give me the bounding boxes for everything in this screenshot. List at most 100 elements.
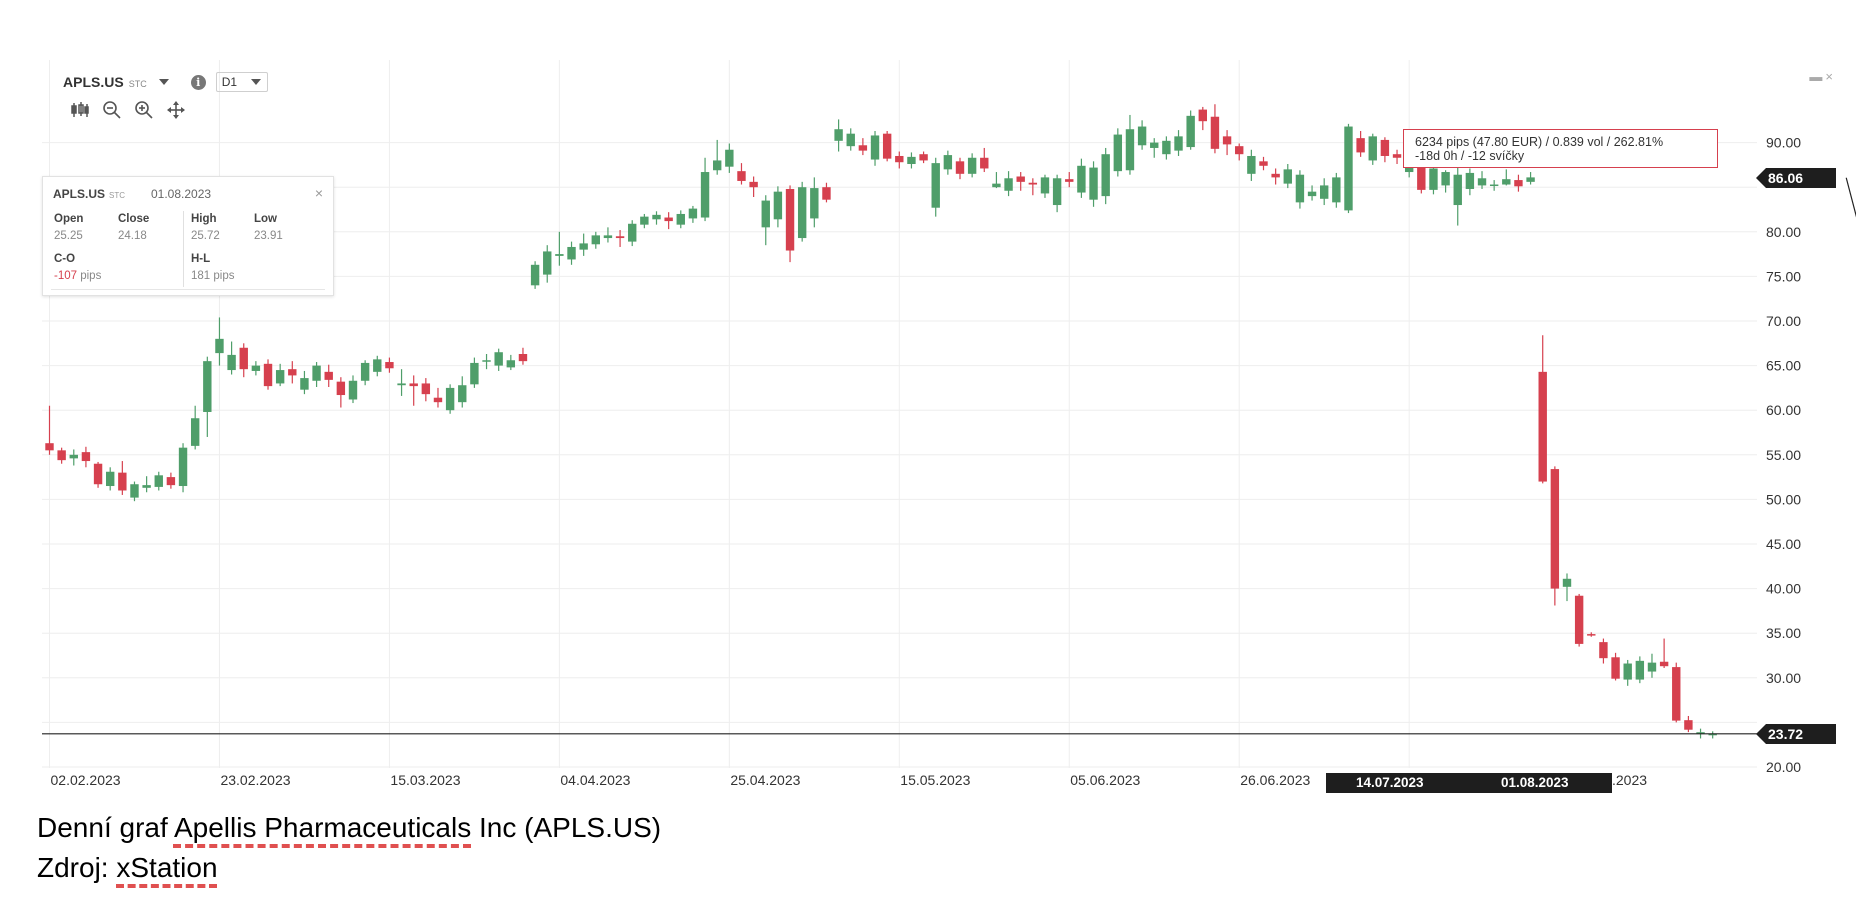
move-crosshair-icon[interactable] xyxy=(166,100,186,120)
y-tick-label: 60.00 xyxy=(1766,402,1801,418)
candle-up xyxy=(1174,136,1183,151)
candle-down xyxy=(421,383,431,395)
candle-up xyxy=(445,387,455,411)
y-axis: 20.00 30.00 35.00 40.00 45.00 50.00 55.00 60.00… xyxy=(1766,135,1801,775)
candle-up xyxy=(1113,134,1123,172)
measure-line xyxy=(1845,177,1856,218)
y-tick-label: 40.00 xyxy=(1766,581,1801,597)
candle-down xyxy=(1356,138,1365,153)
candle-up xyxy=(870,135,880,160)
zoom-in-icon[interactable] xyxy=(134,100,154,120)
candle-up xyxy=(1368,136,1377,161)
timeframe-select[interactable]: D1 xyxy=(215,72,269,92)
candle-up xyxy=(506,360,516,368)
candle-up xyxy=(1502,179,1511,185)
candle-down xyxy=(664,217,673,222)
candle-down xyxy=(118,472,127,491)
candle-down xyxy=(955,161,965,174)
x-axis: 02.02.2023 23.02.2023 15.03.2023 04.04.2023… xyxy=(51,772,1648,788)
y-tick-label: 45.00 xyxy=(1766,536,1801,552)
x-tick-label: 23.02.2023 xyxy=(220,772,290,788)
candle-down xyxy=(1550,469,1560,589)
symbol-dropdown-icon[interactable] xyxy=(158,79,169,85)
candle-down xyxy=(1210,116,1220,149)
candle-up xyxy=(458,385,467,403)
candle-up xyxy=(1647,662,1657,672)
candle-up xyxy=(1247,155,1256,174)
candle-up xyxy=(943,155,953,170)
hl-label: H-L xyxy=(191,253,211,265)
candle-up xyxy=(190,418,200,446)
candle-up xyxy=(130,484,139,498)
date-start-label: 14.07.2023 xyxy=(1356,775,1424,790)
candle-up xyxy=(203,361,212,412)
candle-up xyxy=(810,188,819,219)
candle-up xyxy=(555,254,564,256)
candle-down xyxy=(239,347,248,370)
chart-tools xyxy=(70,100,186,120)
candle-up xyxy=(154,475,163,487)
candle-down xyxy=(1672,667,1681,721)
candle-down xyxy=(385,362,394,369)
y-tick-label: 20.00 xyxy=(1766,759,1801,775)
candle-up xyxy=(69,454,78,459)
low-label: Low xyxy=(254,213,277,225)
candle-down xyxy=(1392,154,1402,158)
candle-down xyxy=(1599,642,1608,659)
candle-down xyxy=(1380,139,1390,156)
candle-up xyxy=(106,471,115,487)
y-tick-label: 55.00 xyxy=(1766,447,1801,463)
date-range-badge: 14.07.2023 01.08.2023 xyxy=(1326,773,1612,793)
y-tick-label: 70.00 xyxy=(1766,313,1801,329)
candle-up xyxy=(1696,732,1705,734)
candle-up xyxy=(603,235,613,239)
candle-up xyxy=(251,365,261,371)
info-icon[interactable]: i xyxy=(190,74,206,90)
candle-up xyxy=(215,338,224,354)
candle-up xyxy=(1052,178,1062,206)
y-tick-label: 90.00 xyxy=(1766,135,1801,151)
candle-up xyxy=(348,380,358,400)
candle-up xyxy=(1089,167,1098,200)
candle-up xyxy=(1162,140,1171,155)
candle-up xyxy=(1623,663,1632,680)
candle-down xyxy=(1659,661,1669,667)
candle-down xyxy=(263,363,273,387)
candle-down xyxy=(1684,720,1693,730)
candle-up xyxy=(142,485,151,488)
caption-link-company: Apellis Pharmaceuticals xyxy=(173,812,472,843)
candle-up xyxy=(640,216,649,225)
candle-down xyxy=(1514,180,1523,187)
candle-up xyxy=(931,163,940,208)
candle-up xyxy=(1708,733,1717,736)
candle-up xyxy=(761,200,770,228)
high-label: High xyxy=(191,213,217,225)
candle-down xyxy=(1271,173,1280,178)
candle-up xyxy=(579,243,588,250)
timeframe-value: D1 xyxy=(221,75,238,89)
candle-down xyxy=(615,236,625,239)
candle-down xyxy=(93,463,103,485)
close-icon[interactable]: × xyxy=(314,185,323,201)
window-controls[interactable]: ▬× xyxy=(1809,69,1836,84)
x-tick-label: 15.05.2023 xyxy=(900,772,970,788)
candle-up xyxy=(227,354,236,371)
symbol-name[interactable]: APLS.US xyxy=(63,74,124,90)
candle-up xyxy=(967,157,977,174)
candle-up xyxy=(275,370,285,384)
candle-down xyxy=(45,443,54,451)
candle-up xyxy=(1125,129,1135,171)
zoom-out-icon[interactable] xyxy=(102,100,122,120)
candle-down xyxy=(324,371,333,380)
candle-down xyxy=(1016,176,1025,182)
candle-down xyxy=(822,187,831,200)
infobox-divider xyxy=(183,211,184,287)
candle-up xyxy=(676,213,685,225)
caption-link-source: xStation xyxy=(116,852,218,883)
measure-line-2: -18d 0h / -12 svíčky xyxy=(1415,149,1525,163)
candle-up xyxy=(1635,660,1645,680)
candle-up xyxy=(1332,177,1341,203)
candle-down xyxy=(749,181,758,188)
candle-type-icon[interactable] xyxy=(70,100,90,120)
x-tick-label: 26.06.2023 xyxy=(1240,772,1310,788)
